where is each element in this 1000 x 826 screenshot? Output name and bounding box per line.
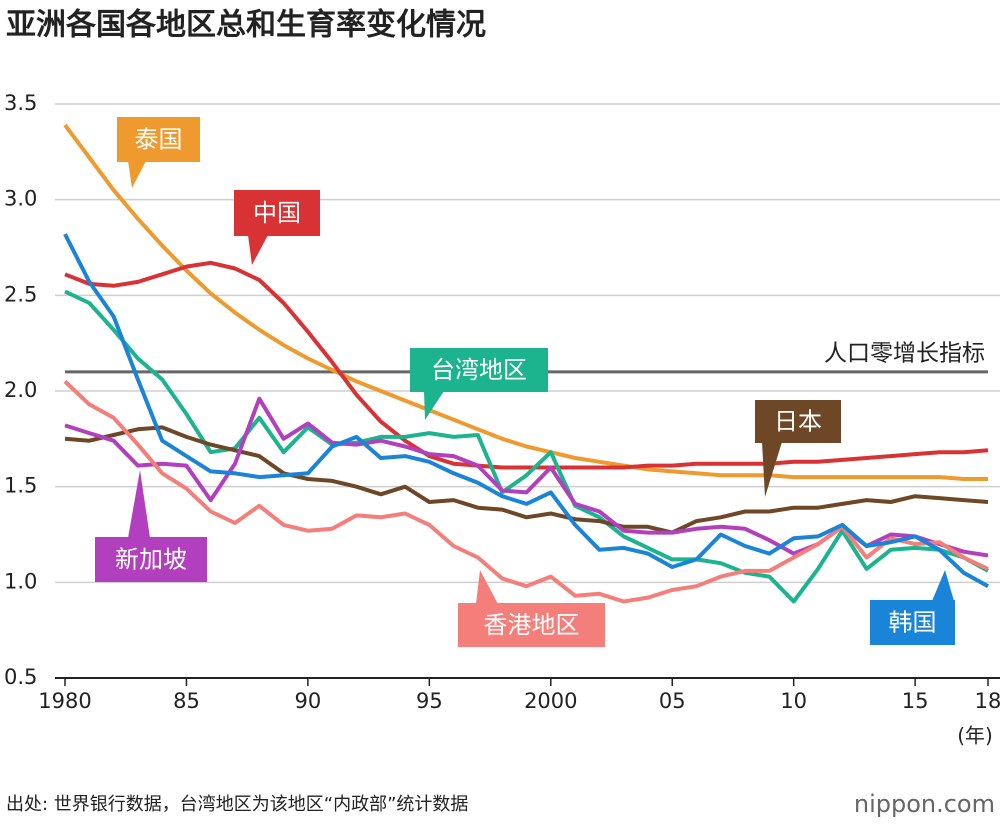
y-tick-label: 0.5 <box>4 665 37 689</box>
series-line <box>64 289 989 604</box>
callout-pointer <box>762 442 782 497</box>
brand: nippon.com <box>854 790 995 818</box>
x-tick-label: 95 <box>416 689 443 713</box>
legend-box <box>870 600 955 645</box>
legend-box <box>95 537 207 582</box>
x-tick-label: 90 <box>295 689 322 713</box>
callout-pointer <box>128 161 146 188</box>
y-tick-label: 2.5 <box>4 282 37 306</box>
legend-label: 日本 <box>774 408 822 436</box>
x-tick-label: 18 <box>975 689 1000 713</box>
series-line <box>63 233 989 588</box>
legend-label: 台湾地区 <box>431 356 527 384</box>
legend-label: 中国 <box>253 199 301 227</box>
legend-box <box>410 348 548 392</box>
x-tick-label: 2000 <box>524 689 577 713</box>
series-line <box>64 425 989 535</box>
callout-pointer <box>932 570 954 601</box>
x-tick-label: 05 <box>659 689 686 713</box>
legend-box <box>755 400 841 443</box>
y-tick-label: 3.5 <box>4 91 37 115</box>
y-tick-label: 3.0 <box>4 187 37 211</box>
x-tick-label: 15 <box>902 689 929 713</box>
y-tick-label: 1.0 <box>4 569 37 593</box>
legend-label: 新加坡 <box>115 546 187 574</box>
x-tick-label: 1980 <box>38 689 91 713</box>
legend-box <box>458 603 605 647</box>
callout-pointer <box>424 391 444 420</box>
source-note: 出处: 世界银行数据，台湾地区为该地区“内政部”统计数据 <box>6 794 468 815</box>
legend-box <box>117 117 200 162</box>
callout-pointer <box>128 470 150 538</box>
legend-label: 韩国 <box>889 609 937 637</box>
series-line <box>64 260 989 470</box>
legend-box <box>234 190 320 236</box>
y-tick-label: 1.5 <box>4 474 37 498</box>
y-tick-label: 2.0 <box>4 378 37 402</box>
x-tick-label: 85 <box>173 689 200 713</box>
reference-label: 人口零增长指标 <box>824 340 985 366</box>
callout-pointer <box>248 235 268 265</box>
series-line <box>63 379 989 604</box>
x-tick-label: 10 <box>780 689 807 713</box>
x-axis-unit: (年) <box>957 724 993 748</box>
legend-label: 香港地区 <box>484 611 580 639</box>
series-line <box>63 123 988 481</box>
legend-label: 泰国 <box>135 126 183 154</box>
callout-pointer <box>476 570 498 604</box>
chart-title: 亚洲各国各地区总和生育率变化情况 <box>6 8 486 43</box>
